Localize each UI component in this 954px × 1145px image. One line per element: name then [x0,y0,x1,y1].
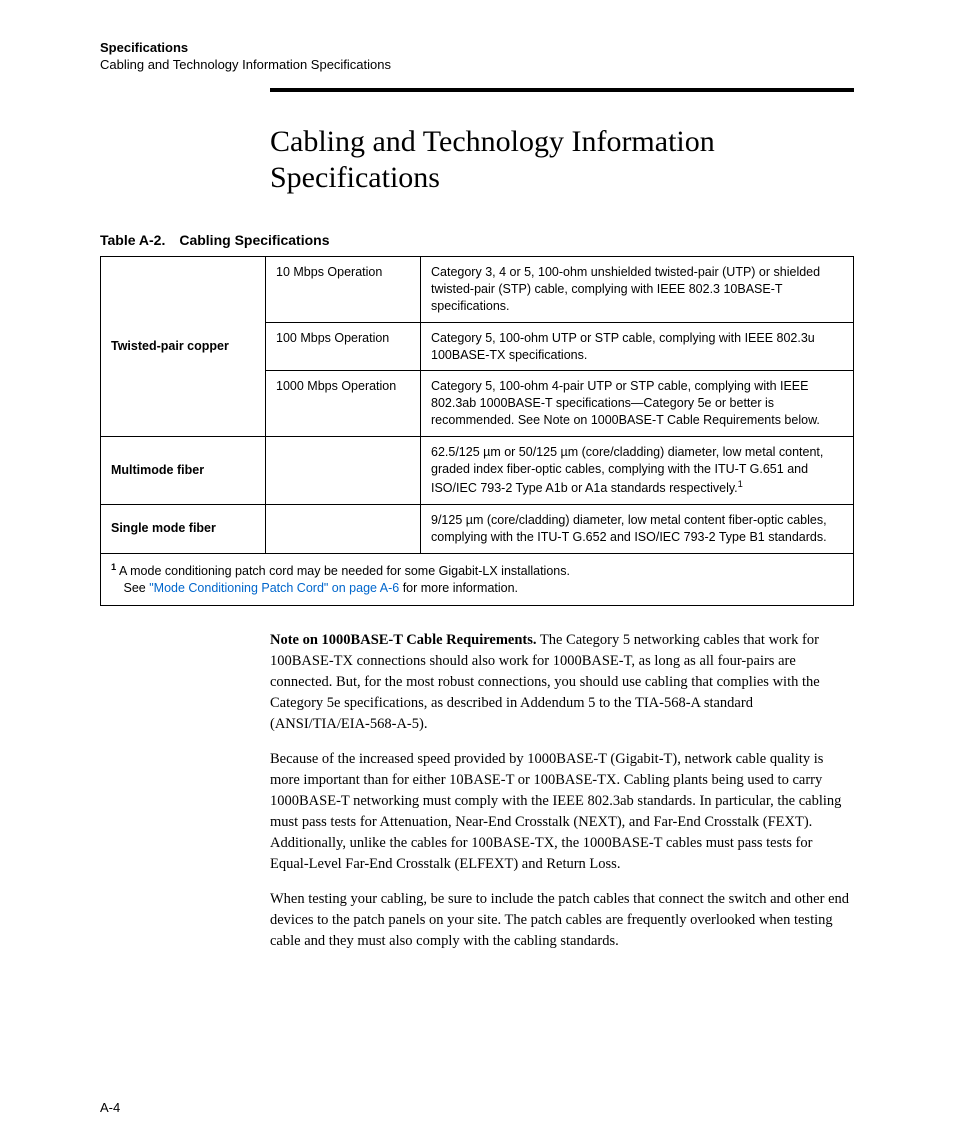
note-paragraph: Note on 1000BASE-T Cable Requirements. T… [270,630,854,735]
desc-cell: Category 3, 4 or 5, 100-ohm unshielded t… [421,257,854,323]
op-cell: 1000 Mbps Operation [266,371,421,437]
table-section: Table A-2. Cabling Specifications Twiste… [100,232,854,606]
footnote-text1: A mode conditioning patch cord may be ne… [116,564,570,578]
op-cell: 10 Mbps Operation [266,257,421,323]
page-number: A-4 [100,1100,120,1115]
op-cell-empty [266,504,421,553]
multimode-desc: 62.5/125 µm or 50/125 µm (core/cladding)… [431,445,823,495]
cabling-spec-table: Twisted-pair copper 10 Mbps Operation Ca… [100,256,854,606]
body-paragraph: Because of the increased speed provided … [270,749,854,875]
row-header-twisted-pair: Twisted-pair copper [101,257,266,437]
body-text-area: Note on 1000BASE-T Cable Requirements. T… [270,630,854,952]
table-row: Twisted-pair copper 10 Mbps Operation Ca… [101,257,854,323]
note-lead: Note on 1000BASE-T Cable Requirements. [270,632,537,648]
desc-cell: 9/125 µm (core/cladding) diameter, low m… [421,504,854,553]
desc-cell: 62.5/125 µm or 50/125 µm (core/cladding)… [421,437,854,505]
content-column: Cabling and Technology Information Speci… [270,88,854,196]
table-row: Multimode fiber 62.5/125 µm or 50/125 µm… [101,437,854,505]
footnote-text2-post: for more information. [399,581,518,595]
row-header-multimode: Multimode fiber [101,437,266,505]
table-caption: Table A-2. Cabling Specifications [100,232,854,248]
row-header-singlemode: Single mode fiber [101,504,266,553]
body-paragraph: When testing your cabling, be sure to in… [270,889,854,952]
footnote-cell: 1 A mode conditioning patch cord may be … [101,553,854,605]
footnote-link[interactable]: "Mode Conditioning Patch Cord" on page A… [149,581,399,595]
page-header: Specifications Cabling and Technology In… [100,40,854,72]
desc-cell: Category 5, 100-ohm UTP or STP cable, co… [421,322,854,371]
footnote-ref: 1 [738,479,743,489]
desc-cell: Category 5, 100-ohm 4-pair UTP or STP ca… [421,371,854,437]
table-footnote-row: 1 A mode conditioning patch cord may be … [101,553,854,605]
header-subtitle: Cabling and Technology Information Speci… [100,57,854,72]
table-row: Single mode fiber 9/125 µm (core/claddin… [101,504,854,553]
op-cell-empty [266,437,421,505]
header-title: Specifications [100,40,854,55]
main-heading: Cabling and Technology Information Speci… [270,124,854,196]
footnote-text2-pre: See [111,581,149,595]
op-cell: 100 Mbps Operation [266,322,421,371]
section-rule [270,88,854,92]
